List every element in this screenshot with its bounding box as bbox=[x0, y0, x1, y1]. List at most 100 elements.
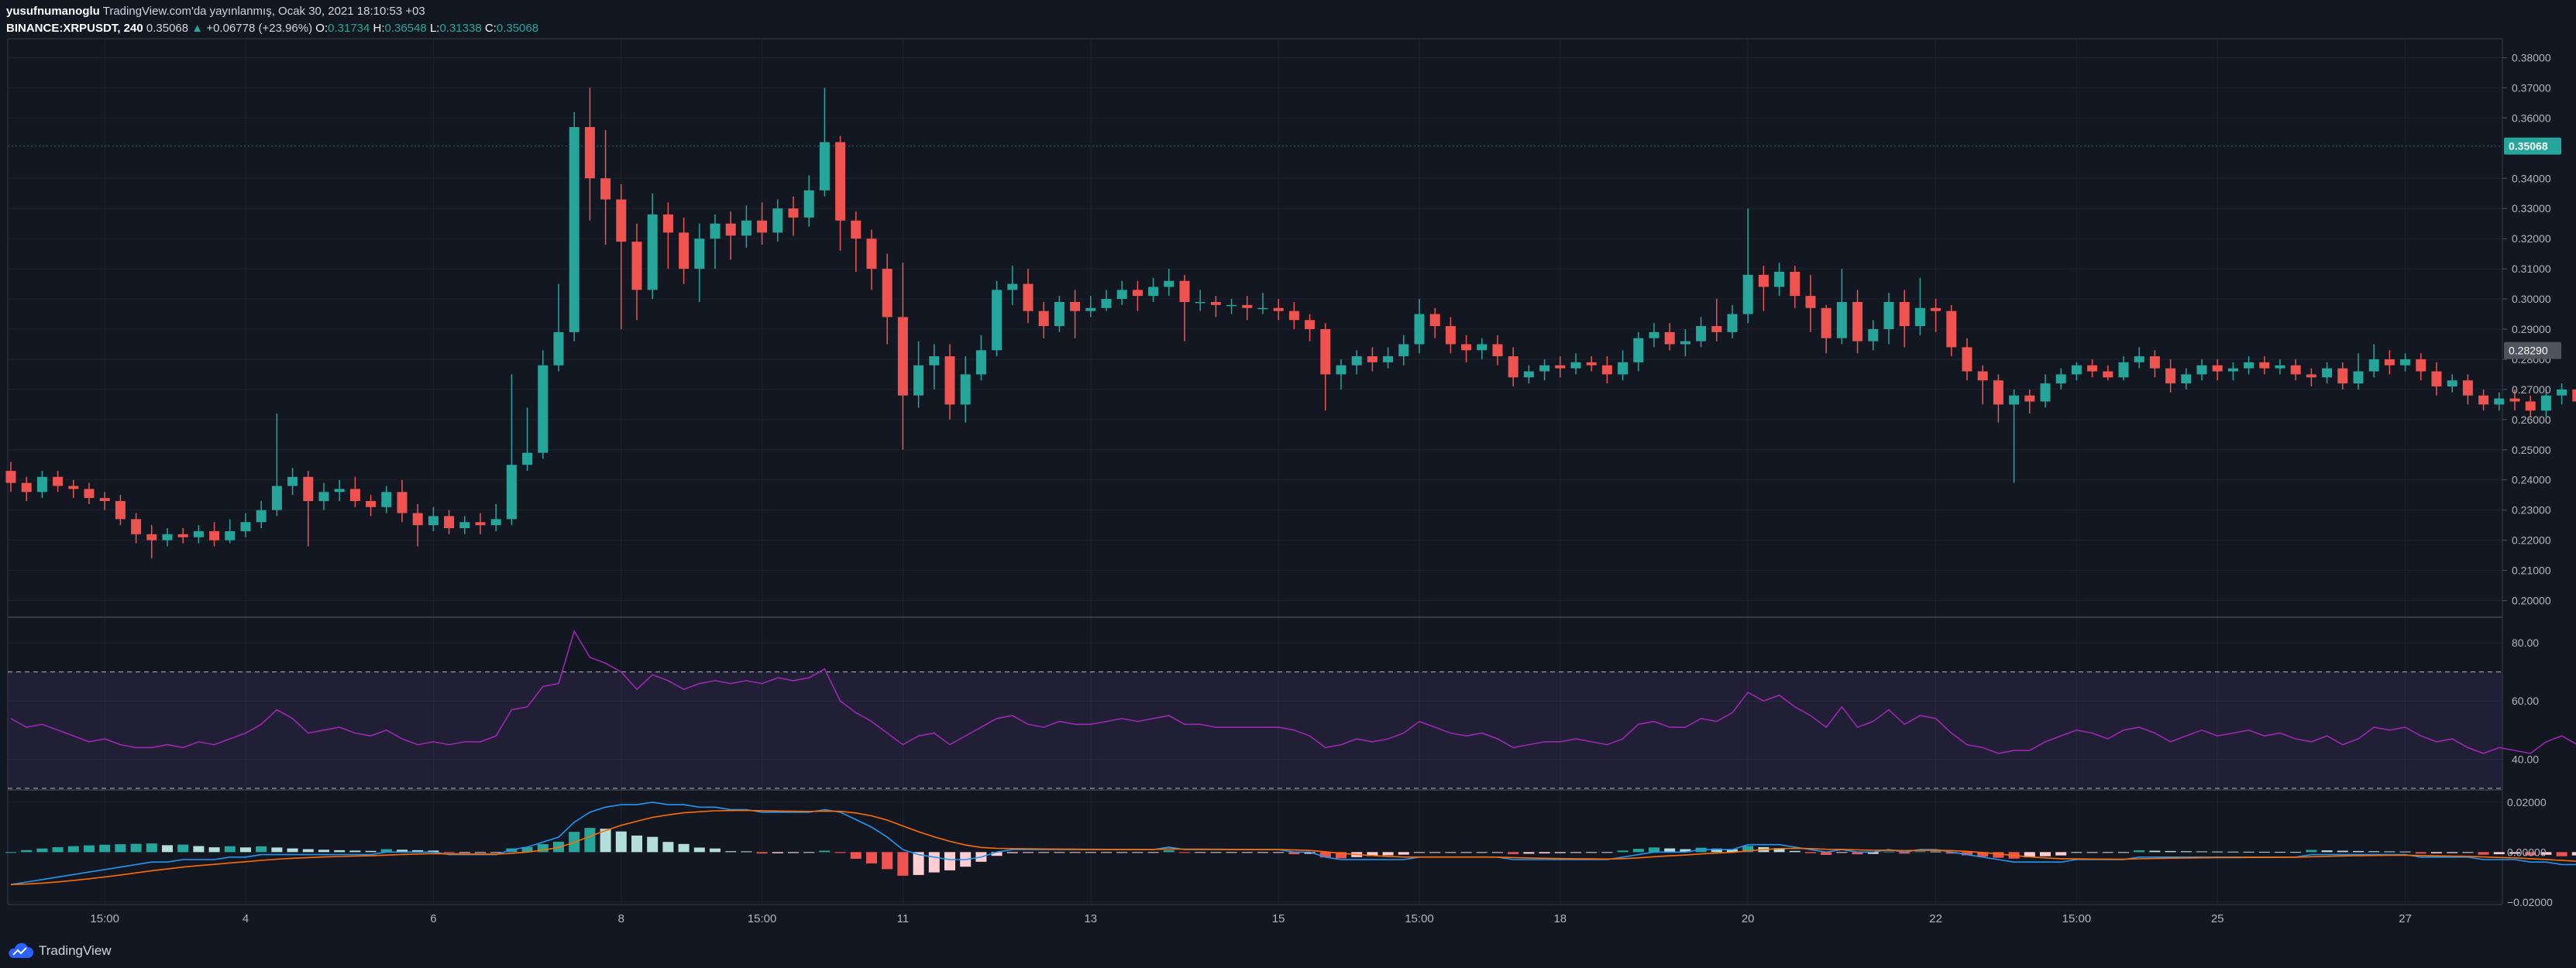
candle bbox=[1758, 266, 1769, 311]
macd-histogram-bar bbox=[2431, 852, 2442, 853]
time-axis[interactable]: 15:0046815:0011131515:0018202215:0025272… bbox=[90, 912, 2576, 925]
candle-body bbox=[1633, 338, 1644, 362]
macd-series[interactable] bbox=[5, 802, 2576, 885]
macd-histogram-bar bbox=[287, 848, 298, 853]
symbol-label[interactable]: BINANCE:XRPUSDT, 240 bbox=[6, 22, 143, 35]
candle bbox=[1914, 277, 1925, 335]
time-tick-label: 25 bbox=[2211, 912, 2224, 925]
macd-histogram-bar bbox=[490, 852, 502, 853]
macd-histogram-bar bbox=[772, 852, 783, 853]
time-tick-label: 15:00 bbox=[1405, 912, 1434, 925]
time-tick-label: 15 bbox=[1272, 912, 1285, 925]
macd-signal-line bbox=[10, 809, 2576, 885]
tradingview-brand[interactable]: TradingView bbox=[6, 942, 112, 959]
candle bbox=[2259, 356, 2270, 375]
candle-body bbox=[1586, 362, 1597, 366]
candle-body bbox=[99, 498, 110, 501]
macd-histogram-bar bbox=[1586, 852, 1598, 853]
candle-body bbox=[412, 513, 423, 526]
macd-histogram-bar bbox=[928, 852, 940, 873]
rsi-series[interactable] bbox=[10, 626, 2576, 771]
candle-body bbox=[193, 530, 204, 537]
price-tick-label: 0.37000 bbox=[2512, 81, 2551, 94]
candle-body bbox=[1508, 356, 1518, 378]
candle-body bbox=[36, 476, 47, 493]
price-axes[interactable]: 0.20000 0.21000 0.22000 0.23000 0.24000 0.250… bbox=[8, 51, 2561, 908]
candle bbox=[303, 471, 314, 547]
time-tick-label: 4 bbox=[242, 912, 249, 925]
candle bbox=[1727, 304, 1738, 338]
macd-histogram-bar bbox=[2180, 851, 2192, 853]
macd-histogram-bar bbox=[1476, 852, 1487, 853]
publisher-username[interactable]: yusufnumanoglu bbox=[6, 5, 100, 18]
candle-body bbox=[349, 489, 360, 501]
macd-histogram-bar bbox=[882, 852, 893, 870]
candle bbox=[334, 479, 345, 501]
candle bbox=[679, 217, 690, 284]
candle bbox=[1383, 347, 1394, 369]
macd-histogram-bar bbox=[1023, 852, 1033, 853]
macd-histogram-bar bbox=[271, 847, 283, 853]
candle bbox=[1618, 350, 1628, 381]
candle-body bbox=[1195, 301, 1205, 304]
macd-histogram-bar bbox=[2243, 851, 2254, 853]
candle bbox=[1883, 293, 1894, 345]
candle bbox=[1774, 263, 1785, 297]
candle-body bbox=[522, 452, 533, 465]
macd-histogram-bar bbox=[2196, 851, 2207, 853]
candle bbox=[2103, 365, 2113, 381]
candle bbox=[2540, 389, 2551, 417]
macd-histogram-bar bbox=[1367, 852, 1378, 856]
candle bbox=[1054, 296, 1064, 332]
price-change: +0.06778 (+23.96%) bbox=[206, 22, 313, 35]
candle-body bbox=[1790, 272, 1800, 297]
candlestick-series[interactable] bbox=[5, 88, 2576, 558]
macd-histogram-bar bbox=[2024, 852, 2035, 858]
macd-line bbox=[10, 802, 2576, 885]
macd-histogram-bar bbox=[84, 845, 95, 853]
macd-histogram-bar bbox=[991, 852, 1003, 856]
candle-body bbox=[2087, 365, 2098, 372]
macd-histogram-bar bbox=[1836, 852, 1848, 853]
candle-body bbox=[1054, 301, 1064, 327]
candle bbox=[1305, 314, 1316, 342]
price-tick-label: 0.20000 bbox=[2512, 595, 2551, 607]
macd-histogram-bar bbox=[1382, 852, 1394, 856]
macd-histogram-bar bbox=[256, 846, 267, 853]
rsi-tick-label: 40.00 bbox=[2512, 753, 2539, 765]
candle-body bbox=[5, 471, 16, 483]
candle bbox=[131, 513, 142, 544]
candle bbox=[944, 344, 955, 420]
macd-histogram-bar bbox=[2212, 851, 2223, 853]
macd-histogram-bar bbox=[1163, 850, 1175, 853]
macd-histogram-bar bbox=[693, 847, 705, 853]
candle bbox=[803, 175, 814, 227]
candle bbox=[584, 88, 595, 221]
candle-body bbox=[2134, 356, 2144, 362]
macd-histogram-bar bbox=[819, 850, 831, 853]
price-tick-label: 0.21000 bbox=[2512, 565, 2551, 577]
candle bbox=[1852, 290, 1863, 354]
candle-body bbox=[287, 476, 298, 486]
macd-histogram-bar bbox=[850, 852, 862, 859]
macd-histogram-bar bbox=[1101, 852, 1112, 853]
macd-histogram-bar bbox=[1977, 852, 1989, 857]
candle-body bbox=[2337, 368, 2348, 384]
candle-body bbox=[553, 331, 564, 366]
macd-histogram-bar bbox=[506, 848, 518, 853]
candle bbox=[1742, 208, 1753, 324]
macd-histogram-bar bbox=[2055, 852, 2067, 856]
candle bbox=[2525, 395, 2536, 417]
macd-histogram-bar bbox=[1273, 852, 1285, 853]
candle-body bbox=[1305, 320, 1316, 329]
candle-body bbox=[1320, 329, 1331, 375]
candle bbox=[2478, 389, 2489, 411]
candle bbox=[1038, 301, 1049, 338]
candle bbox=[459, 516, 470, 534]
macd-histogram-bar bbox=[1210, 852, 1222, 853]
candle bbox=[1273, 299, 1284, 321]
candle-body bbox=[2400, 359, 2411, 366]
candle-body bbox=[897, 317, 908, 396]
macd-histogram-bar bbox=[1132, 852, 1144, 853]
